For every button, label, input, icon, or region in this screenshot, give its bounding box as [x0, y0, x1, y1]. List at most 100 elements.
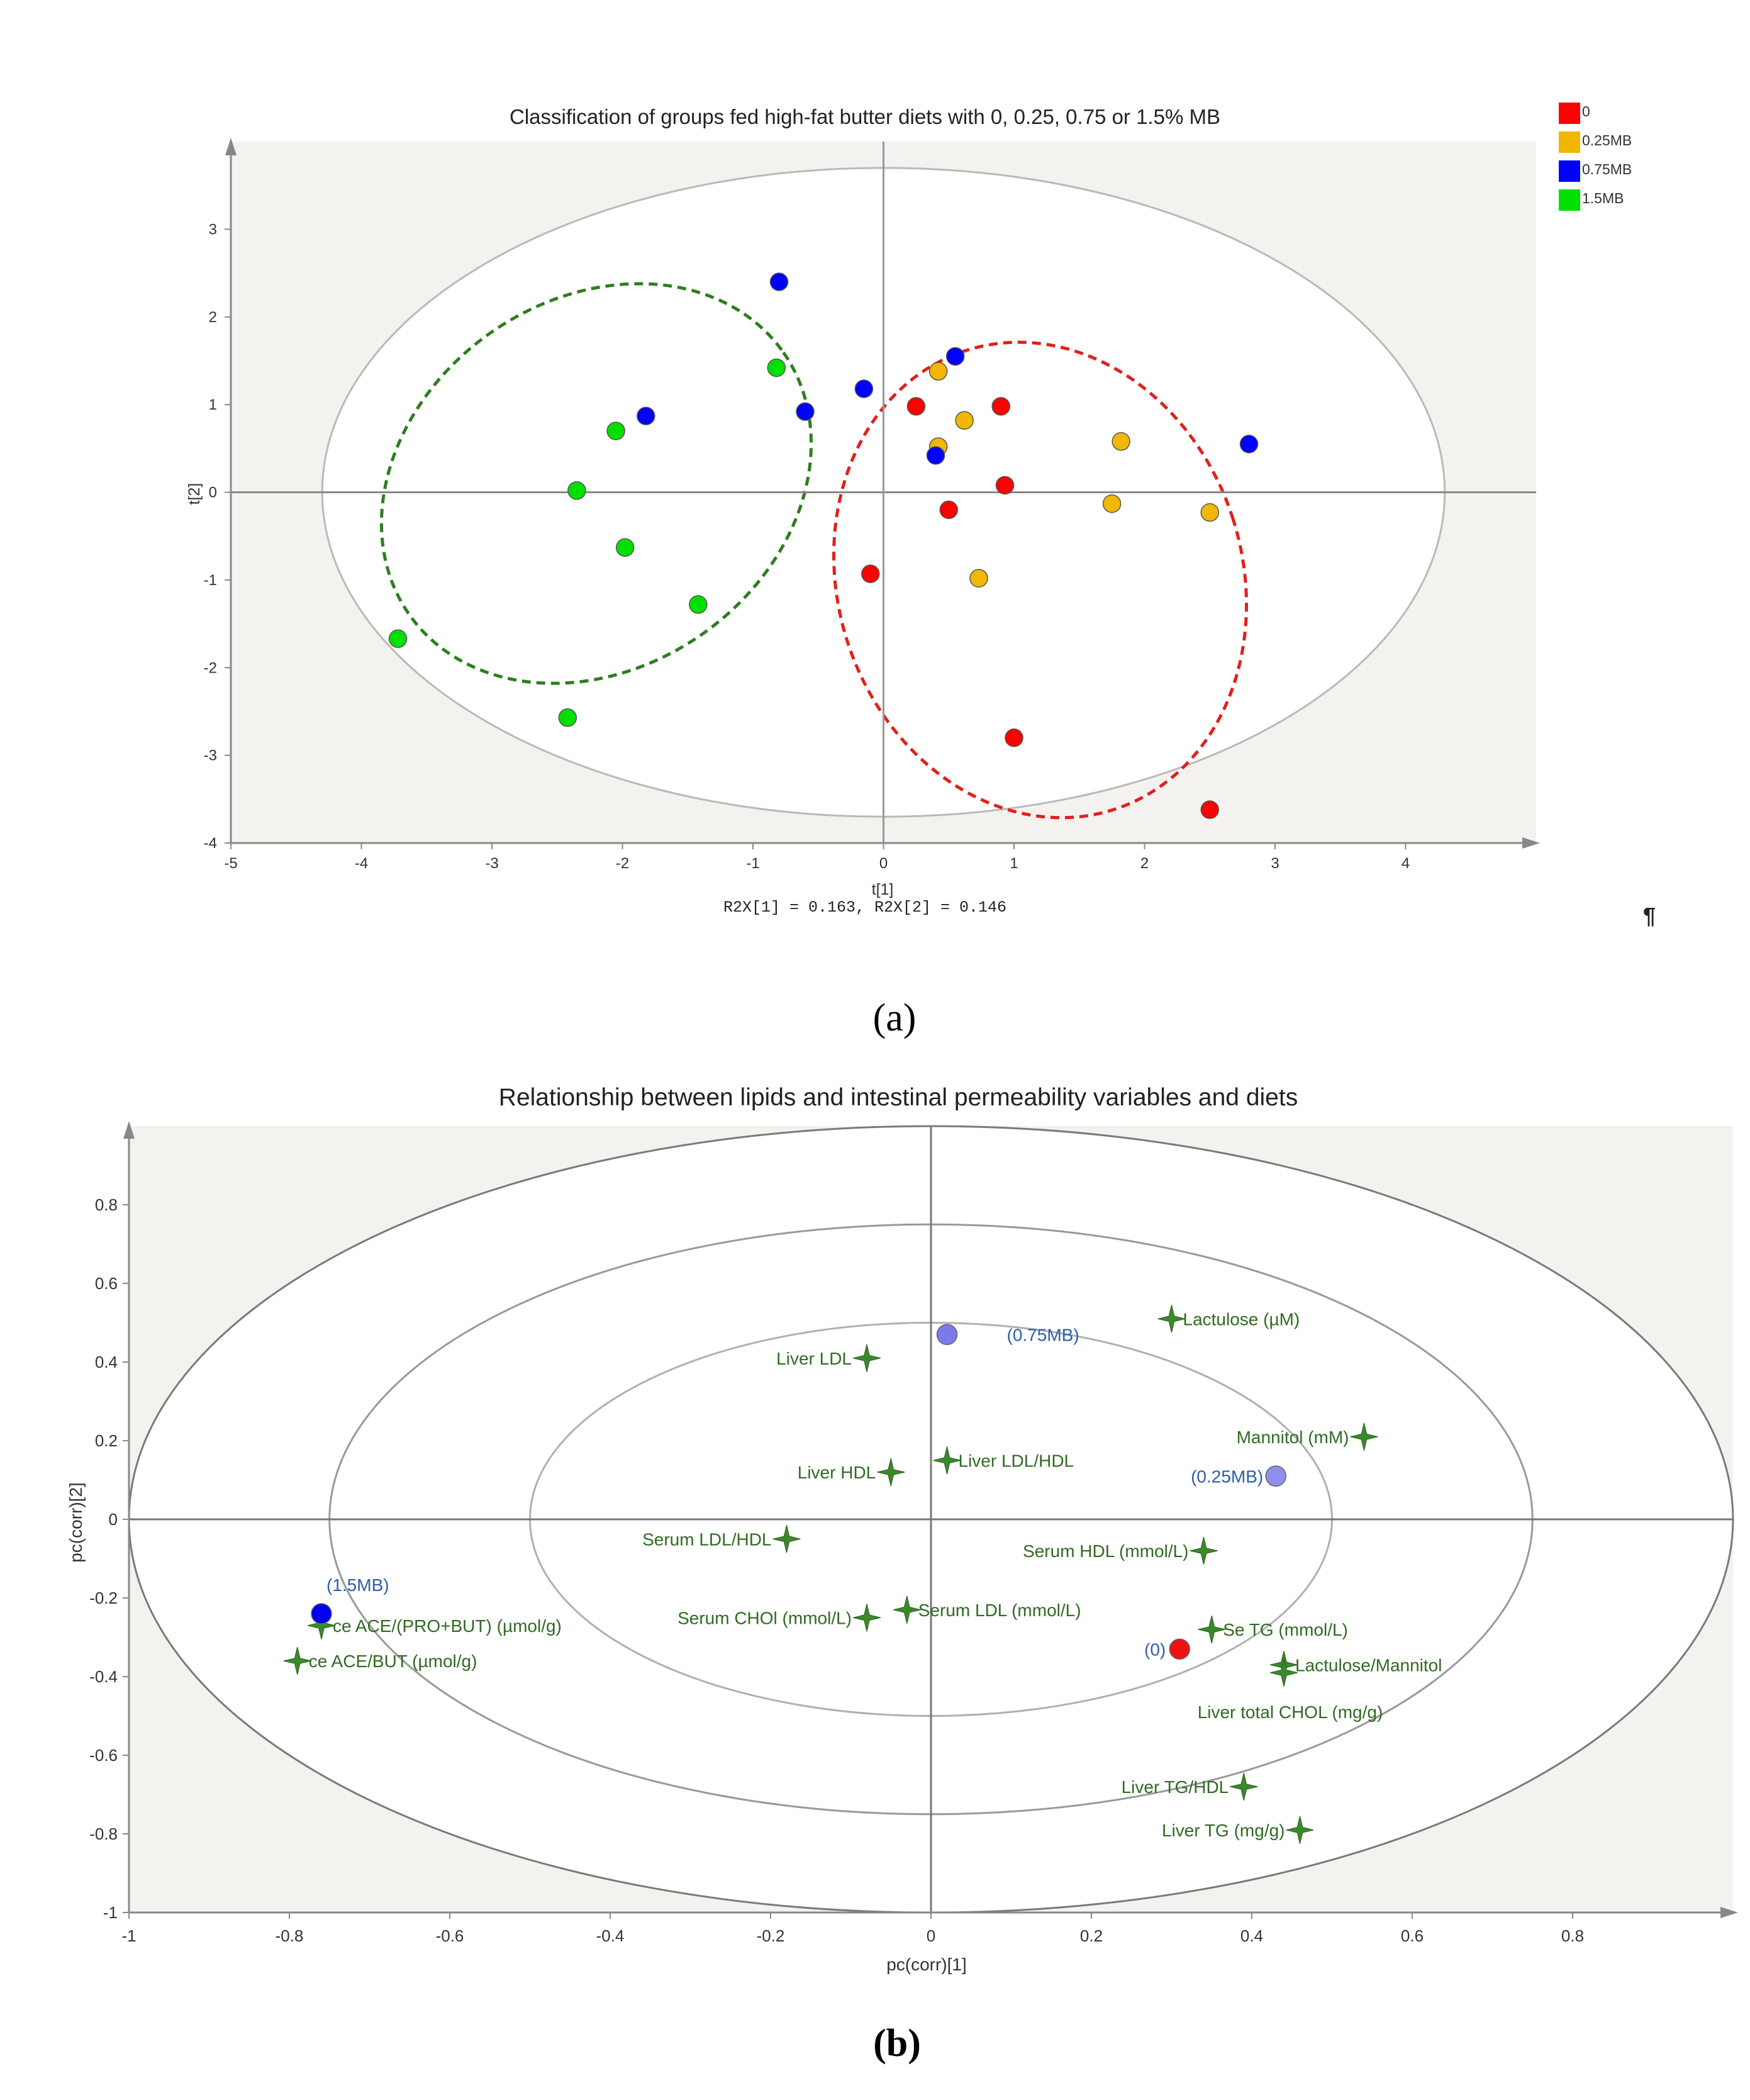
- variable-marker: [772, 1525, 801, 1553]
- group-marker: [1265, 1465, 1286, 1487]
- data-point: [1005, 729, 1023, 747]
- legend-label: 0.25MB: [1582, 132, 1632, 148]
- group-label: (0.75MB): [1007, 1325, 1079, 1344]
- data-point: [969, 569, 988, 588]
- variable-label: Liver TG (mg/g): [1162, 1821, 1285, 1840]
- panel-a-x-axis-label: t[1]: [872, 881, 894, 898]
- panel-a-label: (a): [873, 997, 917, 1039]
- variable-label: Lactulose (µM): [1183, 1309, 1300, 1329]
- variable-label: Serum LDL (mmol/L): [918, 1600, 1081, 1620]
- x-tick-label: -0.8: [276, 1926, 304, 1945]
- group-label: (0): [1144, 1639, 1166, 1659]
- group-marker: [936, 1324, 958, 1345]
- x-tick-label: 0.6: [1401, 1926, 1424, 1945]
- legend-swatch: [1559, 189, 1580, 211]
- variable-marker: [1269, 1658, 1298, 1687]
- variable-label: Liver total CHOL (mg/g): [1198, 1702, 1383, 1722]
- y-tick-label: 0: [209, 484, 217, 501]
- data-point: [926, 446, 945, 465]
- variable-marker: [1350, 1422, 1378, 1451]
- data-point: [558, 708, 577, 727]
- x-tick-label: 2: [1140, 855, 1149, 872]
- data-point: [769, 272, 789, 291]
- x-tick-label: 0.2: [1080, 1926, 1103, 1945]
- variable-label: Serum LDL/HDL: [642, 1529, 771, 1549]
- variable-label: Liver LDL/HDL: [959, 1451, 1074, 1470]
- panel-a-r2x-footer: R2X[1] = 0.163, R2X[2] = 0.146: [723, 898, 1006, 917]
- data-point: [939, 500, 958, 520]
- x-axis-arrow: [1720, 1907, 1738, 1918]
- x-tick-label: 1: [1010, 855, 1018, 872]
- data-point: [991, 397, 1010, 416]
- data-point: [637, 406, 655, 425]
- x-tick-label: 0.4: [1240, 1926, 1263, 1945]
- panel-a-chart: Classification of groups fed high-fat bu…: [129, 66, 1658, 929]
- variable-marker: [852, 1344, 881, 1372]
- data-point: [388, 629, 408, 649]
- x-tick-label: -1: [121, 1926, 136, 1945]
- group-label: (0.25MB): [1191, 1466, 1263, 1486]
- data-point: [955, 411, 974, 430]
- variable-marker: [852, 1604, 881, 1632]
- y-tick-label: -0.4: [89, 1667, 118, 1686]
- variable-marker: [1230, 1772, 1258, 1801]
- y-tick-label: 0.2: [95, 1431, 118, 1450]
- y-tick-label: 0: [109, 1510, 118, 1529]
- x-tick-label: -2: [616, 855, 629, 872]
- x-tick-label: -5: [224, 855, 237, 872]
- data-point: [567, 481, 586, 500]
- variable-marker: [1286, 1816, 1314, 1844]
- data-point: [615, 538, 635, 557]
- x-tick-label: 4: [1402, 855, 1410, 872]
- data-point: [1200, 503, 1219, 522]
- variable-marker: [1190, 1536, 1218, 1565]
- legend-label: 0.75MB: [1582, 161, 1632, 177]
- data-point: [767, 358, 786, 377]
- panel-a-y-axis-label: t[2]: [186, 483, 203, 505]
- x-tick-label: -3: [485, 855, 498, 872]
- y-tick-label: 2: [209, 309, 217, 326]
- variable-label: Liver LDL: [776, 1349, 852, 1368]
- data-point: [1239, 435, 1259, 454]
- y-axis-arrow: [123, 1121, 135, 1139]
- variable-marker: [893, 1595, 921, 1624]
- data-point: [928, 362, 948, 381]
- x-tick-label: 0: [879, 855, 888, 872]
- panel-b-title: Relationship between lipids and intestin…: [499, 1084, 1298, 1111]
- variable-marker: [283, 1646, 311, 1675]
- panel-a-title: Classification of groups fed high-fat bu…: [510, 105, 1220, 128]
- group-marker: [311, 1603, 332, 1624]
- data-point: [1102, 494, 1122, 513]
- variable-label: Serum CHOl (mmol/L): [677, 1608, 852, 1628]
- group-ellipse: [379, 282, 813, 685]
- variable-label: ce ACE/BUT (µmol/g): [309, 1651, 477, 1671]
- y-tick-label: 3: [209, 221, 217, 238]
- y-tick-label: -4: [204, 835, 217, 852]
- legend-label: 0: [1582, 103, 1590, 120]
- legend-label: 1.5MB: [1582, 190, 1624, 206]
- legend-swatch: [1559, 103, 1580, 124]
- variable-label: Lactulose/Mannitol: [1295, 1655, 1442, 1675]
- variable-marker: [1157, 1305, 1186, 1333]
- group-label: (1.5MB): [326, 1575, 389, 1595]
- variable-marker: [933, 1446, 961, 1475]
- y-tick-label: -3: [204, 747, 217, 764]
- variable-label: Serum HDL (mmol/L): [1023, 1541, 1188, 1561]
- panel-b-label: (b): [873, 2022, 921, 2065]
- data-point: [995, 476, 1015, 495]
- x-tick-label: 3: [1271, 855, 1279, 872]
- y-tick-label: -2: [204, 659, 217, 676]
- variable-marker: [877, 1458, 905, 1487]
- data-point: [906, 397, 926, 416]
- variable-marker: [307, 1611, 336, 1639]
- panel-b-y-axis-label: pc(corr)[2]: [66, 1482, 86, 1563]
- data-point: [606, 422, 625, 440]
- variable-marker: [1198, 1615, 1226, 1644]
- data-point: [796, 402, 815, 422]
- data-point: [861, 564, 880, 583]
- y-tick-label: 0.8: [95, 1195, 118, 1214]
- x-tick-label: -0.6: [436, 1926, 464, 1945]
- panel-b-chart: Relationship between lipids and intestin…: [66, 1084, 1738, 1974]
- group-ellipse: [832, 340, 1249, 820]
- x-tick-label: -0.4: [596, 1926, 625, 1945]
